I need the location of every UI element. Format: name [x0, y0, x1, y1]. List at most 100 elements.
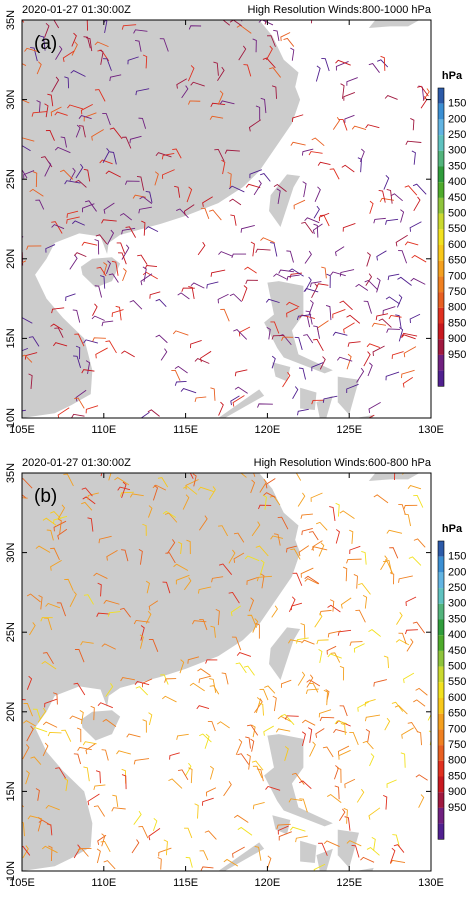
colorbar-label: 700: [448, 723, 466, 735]
land: [355, 867, 374, 871]
wind-barb: [263, 492, 276, 498]
wind-barb: [192, 473, 197, 487]
wind-barb: [245, 183, 261, 189]
wind-barb: [332, 331, 348, 336]
wind-barb: [255, 545, 269, 557]
wind-barb: [221, 159, 226, 175]
x-tick-label: 110E: [91, 877, 116, 889]
wind-barb: [401, 727, 414, 739]
wind-barb: [316, 320, 329, 333]
colorbar-swatch: [438, 650, 444, 667]
wind-barb: [312, 338, 324, 352]
wind-barb: [191, 620, 207, 625]
wind-barb: [377, 59, 389, 68]
wind-barb: [321, 266, 327, 279]
wind-barb: [207, 720, 216, 732]
wind-barb: [155, 334, 168, 344]
wind-barb: [164, 678, 177, 683]
wind-barb: [216, 721, 230, 729]
wind-barb: [139, 196, 153, 204]
wind-barb: [26, 245, 42, 250]
wind-barb: [306, 679, 321, 687]
wind-barb: [335, 502, 340, 517]
colorbar-label: 350: [448, 160, 466, 172]
wind-barb: [288, 639, 302, 644]
wind-barb: [22, 766, 23, 767]
wind-barb: [45, 804, 60, 811]
wind-barb: [329, 168, 340, 180]
wind-barb: [187, 65, 195, 82]
wind-barb: [60, 136, 67, 148]
wind-barb: [30, 756, 42, 765]
wind-barb: [339, 300, 353, 311]
wind-barb: [318, 842, 328, 856]
wind-barb: [326, 273, 331, 289]
wind-barb: [270, 321, 280, 334]
wind-barb: [142, 54, 148, 69]
wind-barb: [35, 545, 51, 553]
wind-barb: [228, 185, 245, 193]
wind-barb: [259, 688, 269, 701]
wind-barb: [410, 118, 415, 131]
wind-barb: [417, 85, 429, 97]
wind-barb: [176, 733, 189, 740]
colorbar-label: 650: [448, 255, 466, 267]
wind-barb: [325, 305, 332, 321]
wind-barb: [32, 708, 41, 720]
wind-barb: [398, 503, 406, 515]
wind-barb: [332, 116, 341, 130]
wind-barb: [82, 741, 97, 746]
wind-barb: [121, 350, 135, 358]
wind-barb: [251, 724, 256, 738]
colorbar-swatch: [438, 166, 444, 183]
wind-barb: [271, 355, 276, 369]
wind-barb: [245, 279, 258, 285]
wind-barb: [252, 765, 263, 778]
wind-barb: [388, 314, 402, 320]
wind-barb: [22, 310, 23, 312]
land: [218, 842, 265, 871]
wind-barb: [74, 397, 85, 409]
wind-barb: [25, 770, 30, 785]
wind-barb: [171, 369, 181, 381]
wind-barb: [288, 798, 303, 803]
wind-barb: [97, 834, 107, 845]
wind-barb: [230, 214, 237, 226]
wind-barb: [286, 307, 299, 318]
wind-barb: [300, 513, 313, 520]
y-tick-label: 10N: [5, 861, 17, 881]
wind-barb: [277, 516, 289, 530]
wind-barb: [64, 76, 70, 89]
wind-barb: [368, 414, 375, 418]
wind-barb: [70, 70, 86, 77]
wind-barb: [299, 780, 312, 789]
wind-barb: [46, 529, 54, 541]
colorbar-swatch: [438, 792, 444, 808]
wind-barb: [380, 555, 388, 571]
colorbar-frame: [437, 540, 445, 840]
wind-barb: [69, 254, 78, 270]
wind-barb: [355, 283, 369, 291]
wind-barb: [343, 92, 356, 101]
wind-barb: [386, 328, 400, 333]
wind-barb: [177, 292, 190, 300]
wind-barb: [395, 314, 402, 329]
wind-barb: [64, 180, 81, 185]
wind-barb: [241, 285, 248, 302]
wind-barb: [50, 511, 62, 520]
x-tick-label: 115E: [173, 424, 198, 436]
wind-barb: [66, 216, 80, 224]
wind-barb: [177, 541, 183, 554]
wind-barb: [41, 660, 57, 670]
wind-barb: [133, 29, 148, 34]
wind-barb: [35, 788, 40, 801]
x-tick-label: 120E: [255, 877, 281, 889]
wind-barb: [202, 797, 214, 806]
wind-barb: [101, 643, 116, 650]
wind-barb: [310, 492, 323, 502]
wind-barb: [165, 552, 176, 564]
colorbar-label: 300: [448, 145, 466, 157]
panel-label: (a): [34, 33, 57, 54]
land: [337, 829, 360, 868]
wind-barb: [365, 273, 373, 286]
